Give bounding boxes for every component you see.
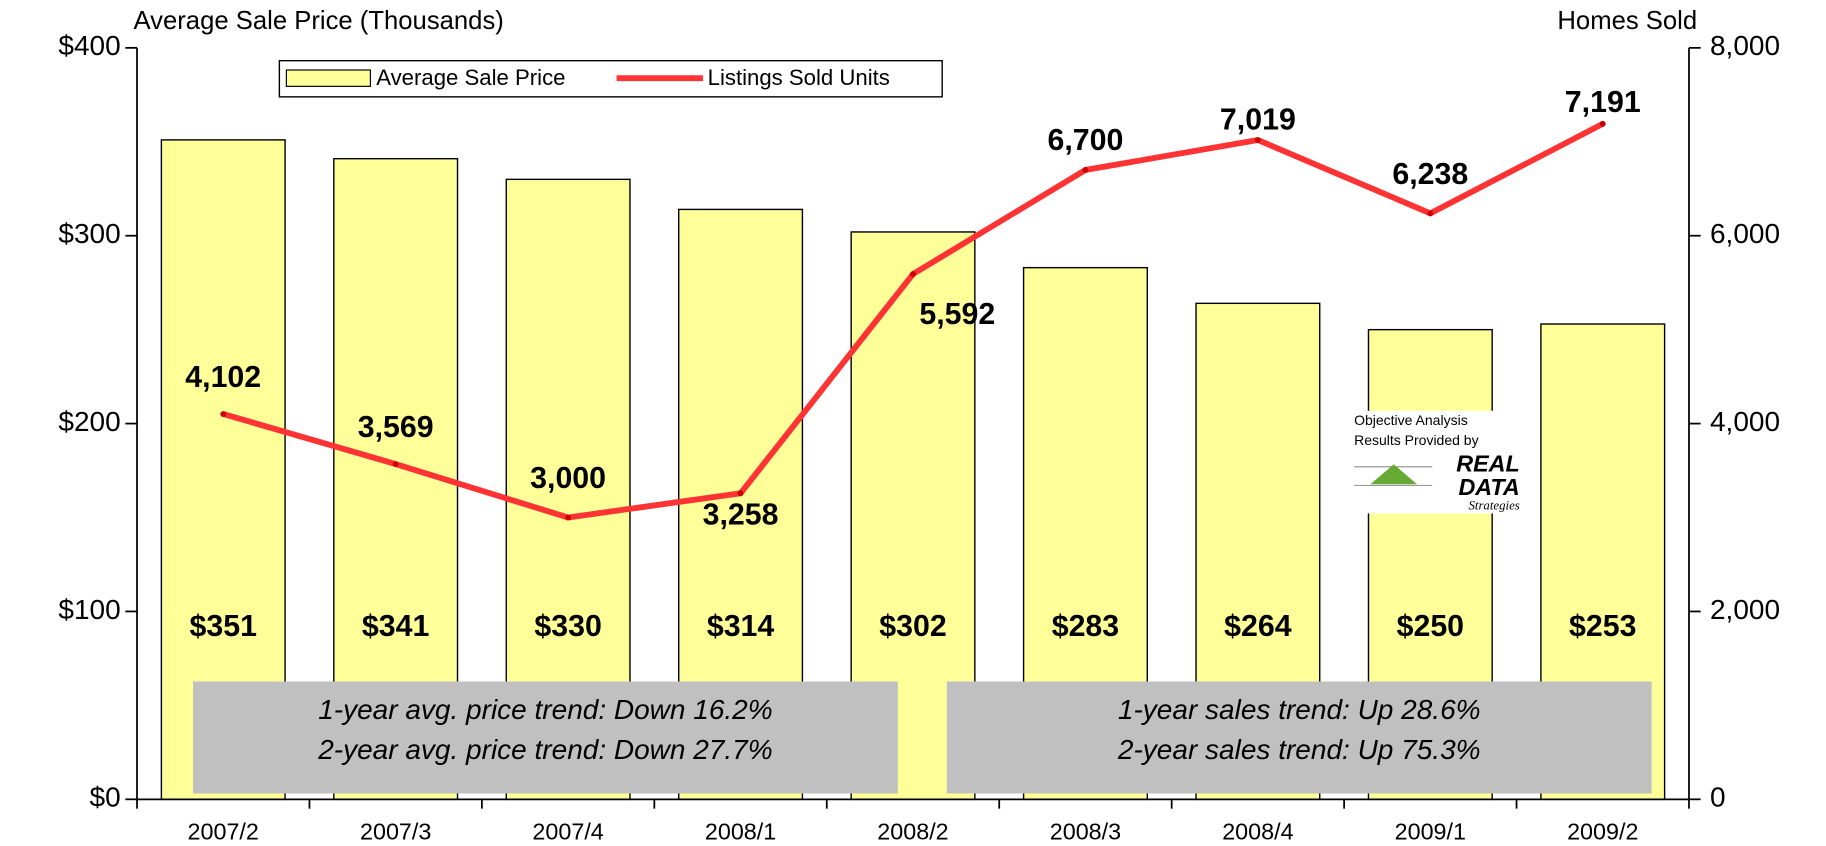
legend-box bbox=[278, 59, 943, 98]
bar-value-label: $264 bbox=[1224, 610, 1292, 643]
legend-swatch bbox=[285, 69, 371, 87]
y2-tick-label: 2,000 bbox=[1710, 594, 1780, 625]
logo-text: Objective Analysis bbox=[1354, 412, 1468, 428]
bar-value-label: $253 bbox=[1569, 610, 1636, 643]
y-tick-label: $400 bbox=[58, 30, 120, 61]
bar-value-label: $302 bbox=[879, 610, 946, 643]
y-tick-label: $100 bbox=[58, 594, 120, 625]
bar-value-label: $283 bbox=[1052, 610, 1119, 643]
line-point bbox=[220, 411, 227, 417]
y2-tick-label: 8,000 bbox=[1710, 30, 1780, 61]
line-point bbox=[1427, 210, 1434, 217]
y-axis-title: Average Sale Price (Thousands) bbox=[134, 7, 504, 35]
bar-value-label: $314 bbox=[707, 610, 775, 643]
bar-value-label: $250 bbox=[1397, 610, 1464, 643]
line-value-label: 5,592 bbox=[919, 298, 995, 331]
x-tick-label: 2007/4 bbox=[532, 818, 603, 844]
y2-tick-label: 0 bbox=[1710, 782, 1726, 813]
line-value-label: 6,238 bbox=[1392, 158, 1468, 191]
x-tick-label: 2008/1 bbox=[705, 818, 776, 844]
y2-tick-label: 4,000 bbox=[1710, 406, 1780, 437]
line-point bbox=[910, 271, 916, 277]
y-tick-label: $0 bbox=[90, 782, 121, 813]
logo-tagline: Strategies bbox=[1468, 498, 1519, 512]
x-tick-label: 2008/2 bbox=[877, 818, 948, 844]
logo-box bbox=[1348, 410, 1524, 514]
line-point bbox=[1082, 167, 1089, 173]
logo-text: Results Provided by bbox=[1354, 432, 1479, 448]
line-point bbox=[565, 514, 572, 521]
line-point bbox=[737, 490, 744, 497]
annotation-text: 2-year sales trend: Up 75.3% bbox=[1117, 734, 1481, 765]
line-value-label: 4,102 bbox=[185, 361, 261, 394]
x-tick-label: 2008/4 bbox=[1222, 818, 1293, 844]
annotation-text: 1-year sales trend: Up 28.6% bbox=[1118, 694, 1481, 725]
annotation-box bbox=[193, 681, 898, 794]
logo-house bbox=[1370, 464, 1418, 485]
x-tick-label: 2007/2 bbox=[188, 818, 259, 844]
line-value-label: 7,019 bbox=[1220, 103, 1296, 136]
annotation-box bbox=[946, 681, 1652, 794]
y2-tick-label: 6,000 bbox=[1710, 218, 1780, 249]
line-value-label: 6,700 bbox=[1047, 124, 1123, 157]
logo: Objective Analysis Results Provided by R… bbox=[1348, 410, 1524, 514]
line-value-label: 3,000 bbox=[530, 462, 606, 495]
x-tick-label: 2008/3 bbox=[1050, 818, 1121, 844]
line-value-label: 7,191 bbox=[1565, 86, 1641, 119]
x-tick-label: 2009/1 bbox=[1395, 818, 1466, 844]
logo-brand: REAL bbox=[1456, 451, 1520, 477]
bar-value-label: $330 bbox=[534, 610, 601, 643]
line-point bbox=[1254, 137, 1261, 143]
y2-axis-title: Homes Sold bbox=[1557, 7, 1697, 35]
bar-value-label: $351 bbox=[190, 610, 258, 643]
logo-brand: DATA bbox=[1458, 474, 1519, 500]
y-tick-label: $300 bbox=[58, 218, 120, 249]
x-tick-label: 2009/2 bbox=[1567, 818, 1638, 844]
x-tick-label: 2007/3 bbox=[360, 818, 431, 844]
annotation-text: 1-year avg. price trend: Down 16.2% bbox=[318, 694, 772, 725]
legend-label: Average Sale Price bbox=[376, 65, 565, 90]
annotation-text: 2-year avg. price trend: Down 27.7% bbox=[317, 734, 772, 765]
line-value-label: 3,258 bbox=[703, 499, 779, 532]
legend-label: Listings Sold Units bbox=[708, 65, 890, 90]
line-point bbox=[1599, 120, 1606, 127]
bar-value-label: $341 bbox=[362, 610, 430, 643]
line-value-label: 3,569 bbox=[358, 411, 434, 444]
line-point bbox=[392, 461, 399, 467]
y-tick-label: $200 bbox=[58, 406, 120, 437]
